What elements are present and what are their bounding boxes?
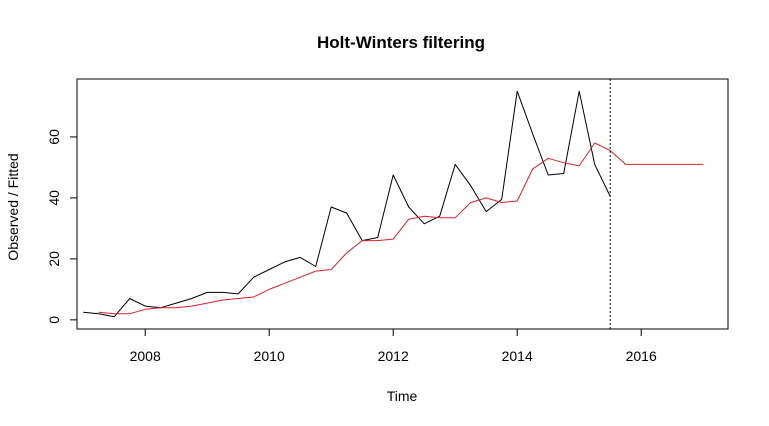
- x-tick-label: 2016: [626, 348, 657, 364]
- y-tick-label: 60: [46, 129, 62, 145]
- y-tick-label: 0: [46, 316, 62, 324]
- y-tick-label: 20: [46, 251, 62, 267]
- y-tick-label: 40: [46, 190, 62, 206]
- x-axis-label: Time: [387, 388, 418, 404]
- x-axis: 2008 2010 2012 2014 2016: [130, 328, 657, 364]
- y-axis-label: Observed / Fitted: [5, 153, 21, 260]
- x-tick-label: 2010: [254, 348, 285, 364]
- x-tick-label: 2008: [130, 348, 161, 364]
- observed-series-line: [83, 90, 611, 318]
- y-axis: 0 20 40 60: [46, 129, 78, 324]
- x-tick-label: 2012: [378, 348, 409, 364]
- x-tick-label: 2014: [502, 348, 533, 364]
- series-layer: [83, 90, 704, 318]
- plot-frame: [76, 78, 729, 330]
- chart-title: Holt-Winters filtering: [317, 33, 485, 52]
- fitted-series-line: [98, 142, 704, 315]
